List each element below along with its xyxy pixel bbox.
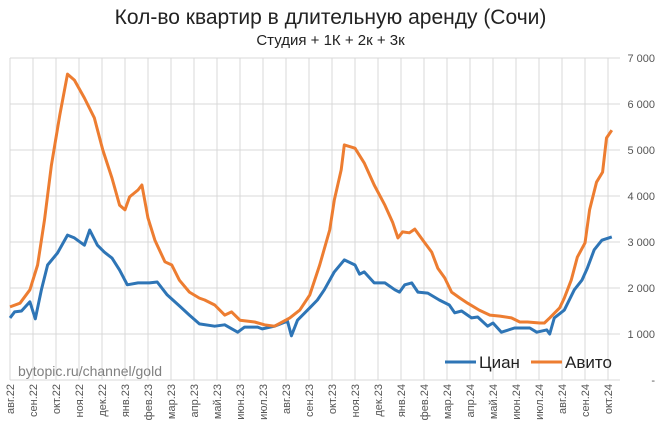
chart-subtitle: Студия + 1К + 2к + 3к xyxy=(256,32,405,49)
y-tick-label: 3 000 xyxy=(627,237,655,249)
x-tick-label: дек.22 xyxy=(97,384,109,417)
y-tick-label: 6 000 xyxy=(627,99,655,111)
x-tick-label: июл.23 xyxy=(258,384,270,420)
x-tick-label: окт.24 xyxy=(603,384,615,414)
legend-label-avito: Авито xyxy=(565,353,612,372)
x-tick-label: мар.24 xyxy=(442,384,454,419)
y-axis-ticks: - 1 000 2 000 3 000 4 000 5 000 6 000 7 000 xyxy=(627,53,655,387)
x-tick-label: сен.22 xyxy=(28,384,40,417)
x-tick-label: июн.23 xyxy=(235,384,247,420)
x-tick-label: мар.23 xyxy=(166,384,178,419)
x-tick-label: май.24 xyxy=(488,384,500,419)
x-tick-label: авг.24 xyxy=(557,384,569,414)
series-line-avito xyxy=(9,72,614,328)
legend: Циан Авито xyxy=(445,353,612,372)
series-line-cian xyxy=(8,228,613,338)
x-tick-label: авг.22 xyxy=(5,384,17,414)
x-tick-label: апр.24 xyxy=(465,384,477,417)
x-tick-label: авг.23 xyxy=(281,384,293,414)
legend-label-cian: Циан xyxy=(479,353,520,372)
x-tick-label: янв.24 xyxy=(396,384,408,417)
x-tick-label: июл.24 xyxy=(534,384,546,420)
x-tick-label: сен.23 xyxy=(304,384,316,417)
x-tick-label: сен.24 xyxy=(580,384,592,417)
x-tick-label: янв.23 xyxy=(120,384,132,417)
x-tick-label: июн.24 xyxy=(511,384,523,420)
x-tick-label: фев.24 xyxy=(419,384,431,420)
series-lines xyxy=(8,72,614,338)
x-tick-label: май.23 xyxy=(212,384,224,419)
x-tick-label: окт.23 xyxy=(327,384,339,414)
x-tick-label: окт.22 xyxy=(51,384,63,414)
gridlines xyxy=(9,57,620,381)
y-tick-label: 2 000 xyxy=(627,283,655,295)
y-tick-label: 7 000 xyxy=(627,53,655,65)
y-tick-label: 4 000 xyxy=(627,191,655,203)
y-tick-label: 5 000 xyxy=(627,145,655,157)
y-tick-label: - xyxy=(651,375,655,387)
x-axis-ticks: авг.22 сен.22 окт.22 ноя.22 дек.22 янв.23 фев.… xyxy=(5,384,615,420)
y-tick-label: 1 000 xyxy=(627,329,655,341)
x-tick-label: дек.23 xyxy=(373,384,385,417)
x-tick-label: ноя.23 xyxy=(350,384,362,417)
chart-title: Кол-во квартир в длительную аренду (Сочи… xyxy=(114,6,547,29)
x-tick-label: ноя.22 xyxy=(74,384,86,417)
watermark: bytopic.ru/channel/gold xyxy=(18,363,162,379)
x-tick-label: апр.23 xyxy=(189,384,201,417)
x-tick-label: фев.23 xyxy=(143,384,155,420)
